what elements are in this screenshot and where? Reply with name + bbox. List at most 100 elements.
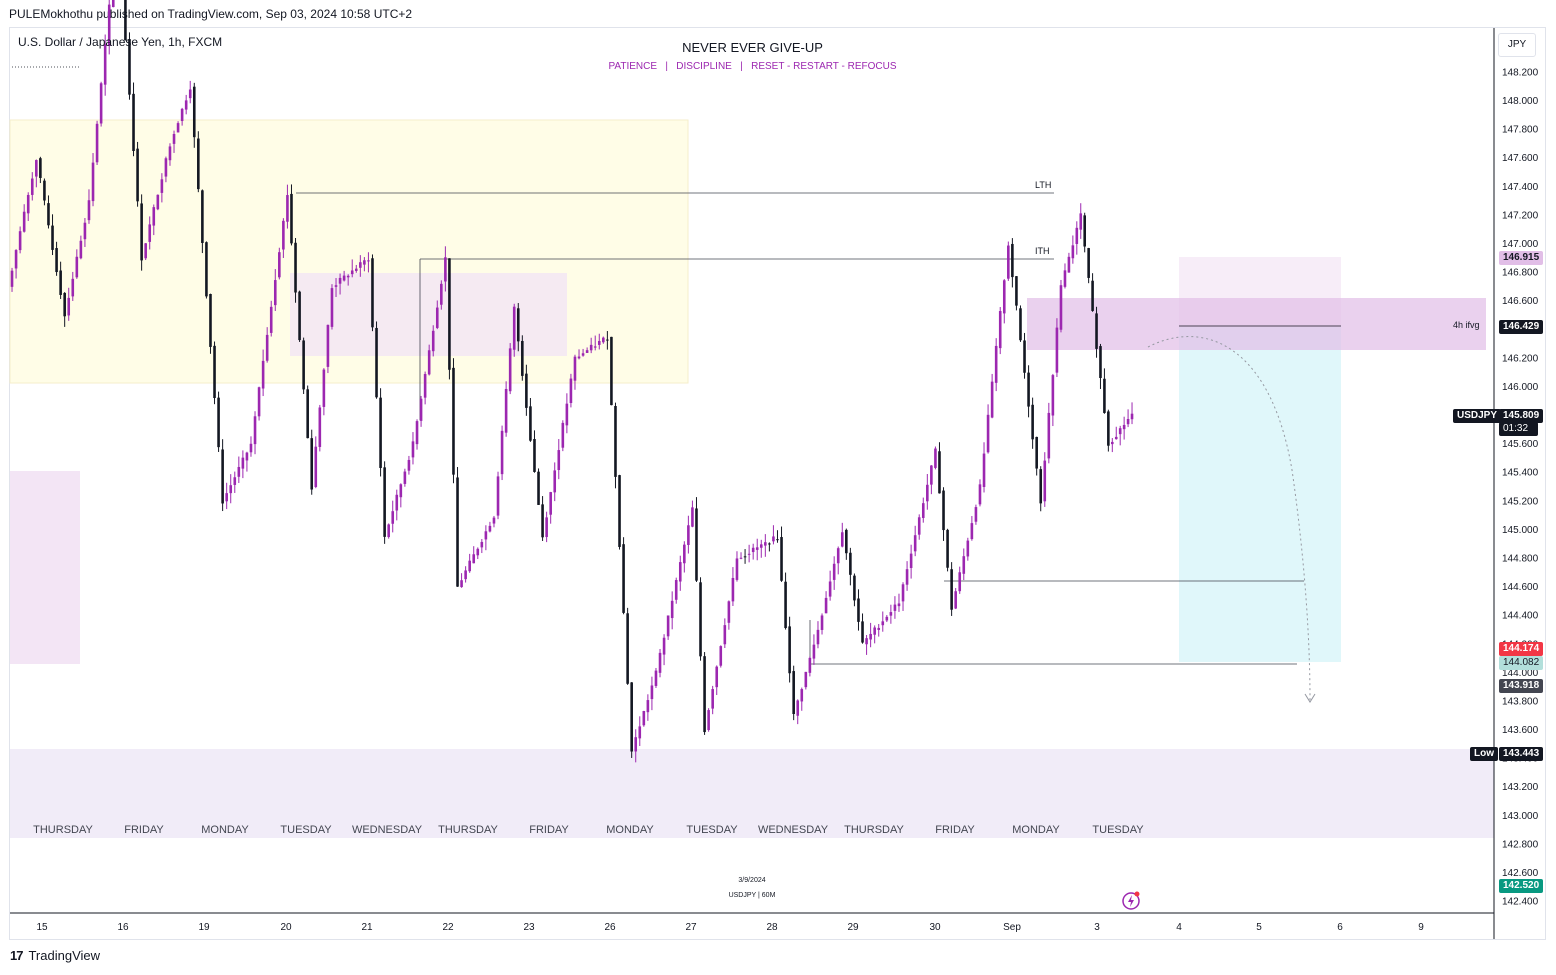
y-tick-label: 146.800 [1502, 268, 1539, 279]
candle-body [444, 257, 447, 282]
candle-body [508, 348, 512, 392]
candle-body [278, 252, 281, 278]
candle-body [269, 306, 273, 333]
candle-body [1031, 404, 1034, 440]
candle-body [1083, 215, 1086, 247]
candle-body [569, 378, 573, 404]
candle-body [245, 452, 249, 461]
weekday-label: THURSDAY [33, 824, 93, 836]
weekday-label: FRIDAY [124, 824, 164, 836]
footer-brand: TradingView [28, 948, 101, 963]
candle-body [800, 689, 804, 702]
candle-body [205, 242, 208, 297]
candle-body [375, 327, 378, 398]
candle-body [22, 211, 26, 232]
candle-body [654, 670, 658, 686]
candle-body [468, 560, 471, 572]
candle-body [310, 438, 314, 490]
candle-body [788, 626, 791, 674]
candle-body [986, 414, 990, 453]
candle-body [26, 194, 30, 214]
candle-body [217, 397, 220, 448]
candle-body [229, 485, 233, 494]
candle-body [646, 700, 650, 713]
weekday-label: FRIDAY [529, 824, 569, 836]
candle-body [678, 562, 682, 582]
candle-body [209, 294, 212, 347]
candle-body [638, 726, 642, 739]
candle-body [889, 612, 893, 616]
candle-body [755, 547, 759, 550]
candle-body [784, 581, 787, 629]
candle-body [533, 439, 536, 472]
candle-body [237, 466, 241, 477]
candle-body [415, 421, 419, 445]
y-tick-label: 144.800 [1502, 553, 1539, 564]
x-tick-label: 6 [1337, 922, 1343, 933]
candle-body [1055, 327, 1059, 373]
x-tick-label: 22 [442, 922, 454, 933]
candle-body [812, 644, 816, 659]
candle-body [282, 220, 285, 250]
candle-body [306, 389, 309, 439]
candle-body [51, 225, 54, 250]
candle-body [176, 123, 180, 133]
candle-body [172, 133, 176, 144]
y-tick-label: 147.200 [1502, 210, 1539, 221]
candle-body [1099, 346, 1102, 378]
candle-body [318, 407, 322, 447]
y-tick-label: 147.600 [1502, 153, 1539, 164]
candle-body [1027, 372, 1030, 407]
candle-body [978, 484, 982, 505]
y-tick-label: 143.200 [1502, 782, 1539, 793]
x-tick-label: 26 [604, 922, 616, 933]
y-tick-label: 142.600 [1502, 868, 1539, 879]
candle-body [796, 700, 800, 716]
candle-body [865, 638, 868, 645]
y-tick-label: 145.600 [1502, 439, 1539, 450]
candle-body [286, 195, 289, 222]
candle-body [144, 243, 147, 259]
candle-body [901, 584, 905, 602]
candle-body [1103, 378, 1106, 413]
candle-body [1059, 285, 1063, 330]
candle-body [1063, 270, 1067, 287]
candle-body [1039, 469, 1043, 504]
candle-body [998, 311, 1002, 349]
low-zone [10, 749, 1494, 838]
y-tick-label: 148.000 [1502, 96, 1539, 107]
candle-body [83, 222, 87, 240]
x-tick-label: 27 [685, 922, 697, 933]
motto: NEVER EVER GIVE-UP PATIENCE | DISCIPLINE… [600, 40, 905, 72]
x-tick-label: 23 [523, 922, 535, 933]
candle-body [346, 275, 350, 278]
lightning-icon[interactable] [1121, 890, 1141, 910]
y-tick-label: 144.000 [1502, 668, 1539, 679]
weekday-label: MONDAY [201, 824, 249, 836]
candle-body [715, 666, 719, 688]
x-tick-label: 4 [1176, 922, 1182, 933]
candle-body [634, 737, 638, 752]
candle-body [435, 307, 439, 328]
candle-body [225, 493, 228, 502]
candle-body [1035, 436, 1038, 469]
candle-body [808, 657, 812, 673]
weekday-label: MONDAY [606, 824, 654, 836]
tradingview-logo-icon[interactable]: 17 [10, 948, 24, 963]
candle-body [480, 541, 484, 548]
candle-body [537, 471, 540, 505]
candle-body [359, 262, 362, 268]
candle-body [1087, 248, 1090, 278]
ith-label: ITH [1035, 246, 1050, 256]
weekday-label: THURSDAY [438, 824, 498, 836]
candle-body [934, 448, 937, 468]
currency-button[interactable]: JPY [1498, 33, 1536, 57]
motto-subtitle: PATIENCE | DISCIPLINE | RESET - RESTART … [608, 61, 897, 72]
candle-body [1075, 227, 1079, 244]
candle-body [39, 158, 42, 178]
candle-body [845, 529, 848, 554]
candle-body [711, 689, 714, 709]
candle-body [776, 539, 779, 541]
x-tick-label: 19 [198, 922, 210, 933]
